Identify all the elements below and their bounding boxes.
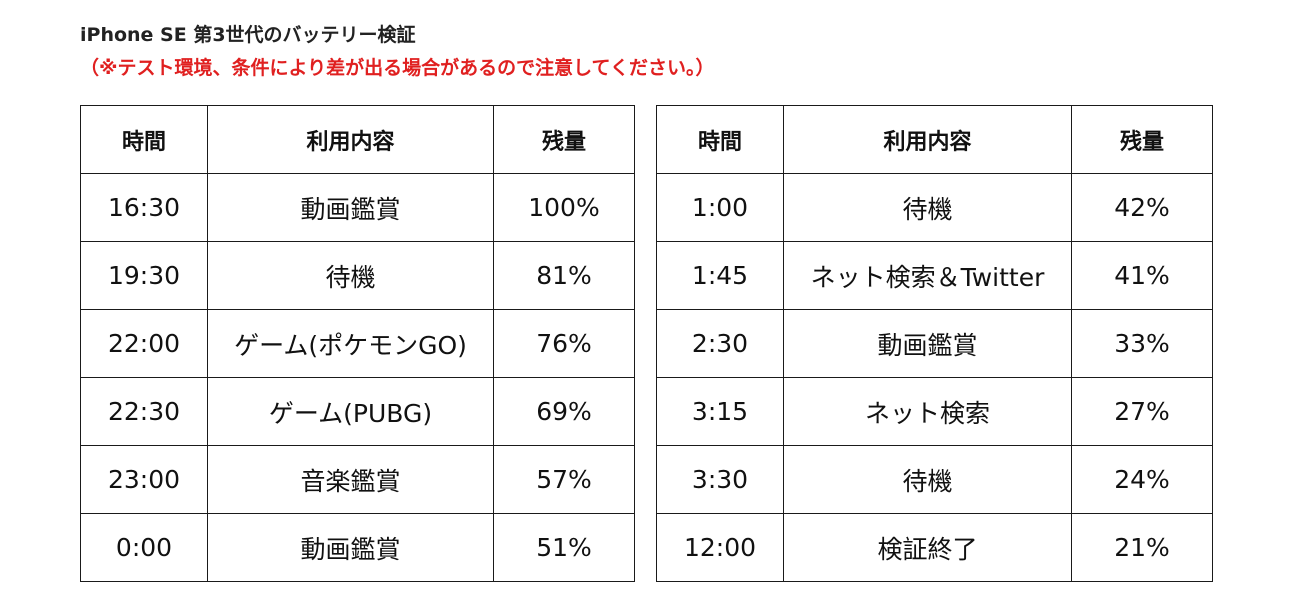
cell-time: 16:30 [80, 173, 208, 242]
table-row: 1:00 待機 42% [656, 173, 1213, 242]
header-time: 時間 [80, 105, 208, 174]
table-row: 0:00 動画鑑賞 51% [80, 513, 635, 582]
cell-remaining: 42% [1071, 173, 1213, 242]
cell-time: 22:00 [80, 309, 208, 378]
cell-remaining: 100% [493, 173, 635, 242]
cell-usage: 検証終了 [783, 513, 1072, 582]
header-usage: 利用内容 [783, 105, 1072, 174]
table-header-row: 時間 利用内容 残量 [80, 105, 635, 174]
cell-remaining: 21% [1071, 513, 1213, 582]
cell-usage: ネット検索＆Twitter [783, 241, 1072, 310]
cell-time: 3:15 [656, 377, 784, 446]
cell-time: 2:30 [656, 309, 784, 378]
table-row: 3:15 ネット検索 27% [656, 377, 1213, 446]
cell-time: 23:00 [80, 445, 208, 514]
cell-usage: ゲーム(ポケモンGO) [207, 309, 494, 378]
cell-time: 1:45 [656, 241, 784, 310]
cell-usage: 待機 [207, 241, 494, 310]
cell-remaining: 41% [1071, 241, 1213, 310]
page-title: iPhone SE 第3世代のバッテリー検証 [80, 24, 416, 46]
cell-usage: ネット検索 [783, 377, 1072, 446]
table-row: 22:00 ゲーム(ポケモンGO) 76% [80, 309, 635, 378]
cell-usage: 動画鑑賞 [207, 173, 494, 242]
cell-remaining: 24% [1071, 445, 1213, 514]
cell-time: 22:30 [80, 377, 208, 446]
table-row: 23:00 音楽鑑賞 57% [80, 445, 635, 514]
cell-usage: 音楽鑑賞 [207, 445, 494, 514]
battery-table-right: 時間 利用内容 残量 1:00 待機 42% 1:45 ネット検索＆Twitte… [656, 105, 1213, 582]
cell-usage: 待機 [783, 445, 1072, 514]
table-row: 22:30 ゲーム(PUBG) 69% [80, 377, 635, 446]
header-time: 時間 [656, 105, 784, 174]
cell-remaining: 69% [493, 377, 635, 446]
cell-time: 12:00 [656, 513, 784, 582]
header-remaining: 残量 [1071, 105, 1213, 174]
table-row: 19:30 待機 81% [80, 241, 635, 310]
cell-time: 0:00 [80, 513, 208, 582]
cell-usage: 動画鑑賞 [207, 513, 494, 582]
battery-table-left: 時間 利用内容 残量 16:30 動画鑑賞 100% 19:30 待機 81% … [80, 105, 635, 582]
table-row: 1:45 ネット検索＆Twitter 41% [656, 241, 1213, 310]
table-row: 3:30 待機 24% [656, 445, 1213, 514]
cell-time: 3:30 [656, 445, 784, 514]
test-condition-note: （※テスト環境、条件により差が出る場合があるので注意してください。） [80, 57, 715, 79]
table-header-row: 時間 利用内容 残量 [656, 105, 1213, 174]
cell-time: 1:00 [656, 173, 784, 242]
cell-remaining: 33% [1071, 309, 1213, 378]
table-row: 2:30 動画鑑賞 33% [656, 309, 1213, 378]
table-row: 16:30 動画鑑賞 100% [80, 173, 635, 242]
cell-remaining: 76% [493, 309, 635, 378]
cell-remaining: 51% [493, 513, 635, 582]
cell-remaining: 27% [1071, 377, 1213, 446]
header-remaining: 残量 [493, 105, 635, 174]
cell-time: 19:30 [80, 241, 208, 310]
cell-usage: 待機 [783, 173, 1072, 242]
cell-usage: ゲーム(PUBG) [207, 377, 494, 446]
cell-remaining: 81% [493, 241, 635, 310]
header-usage: 利用内容 [207, 105, 494, 174]
table-row: 12:00 検証終了 21% [656, 513, 1213, 582]
cell-remaining: 57% [493, 445, 635, 514]
cell-usage: 動画鑑賞 [783, 309, 1072, 378]
